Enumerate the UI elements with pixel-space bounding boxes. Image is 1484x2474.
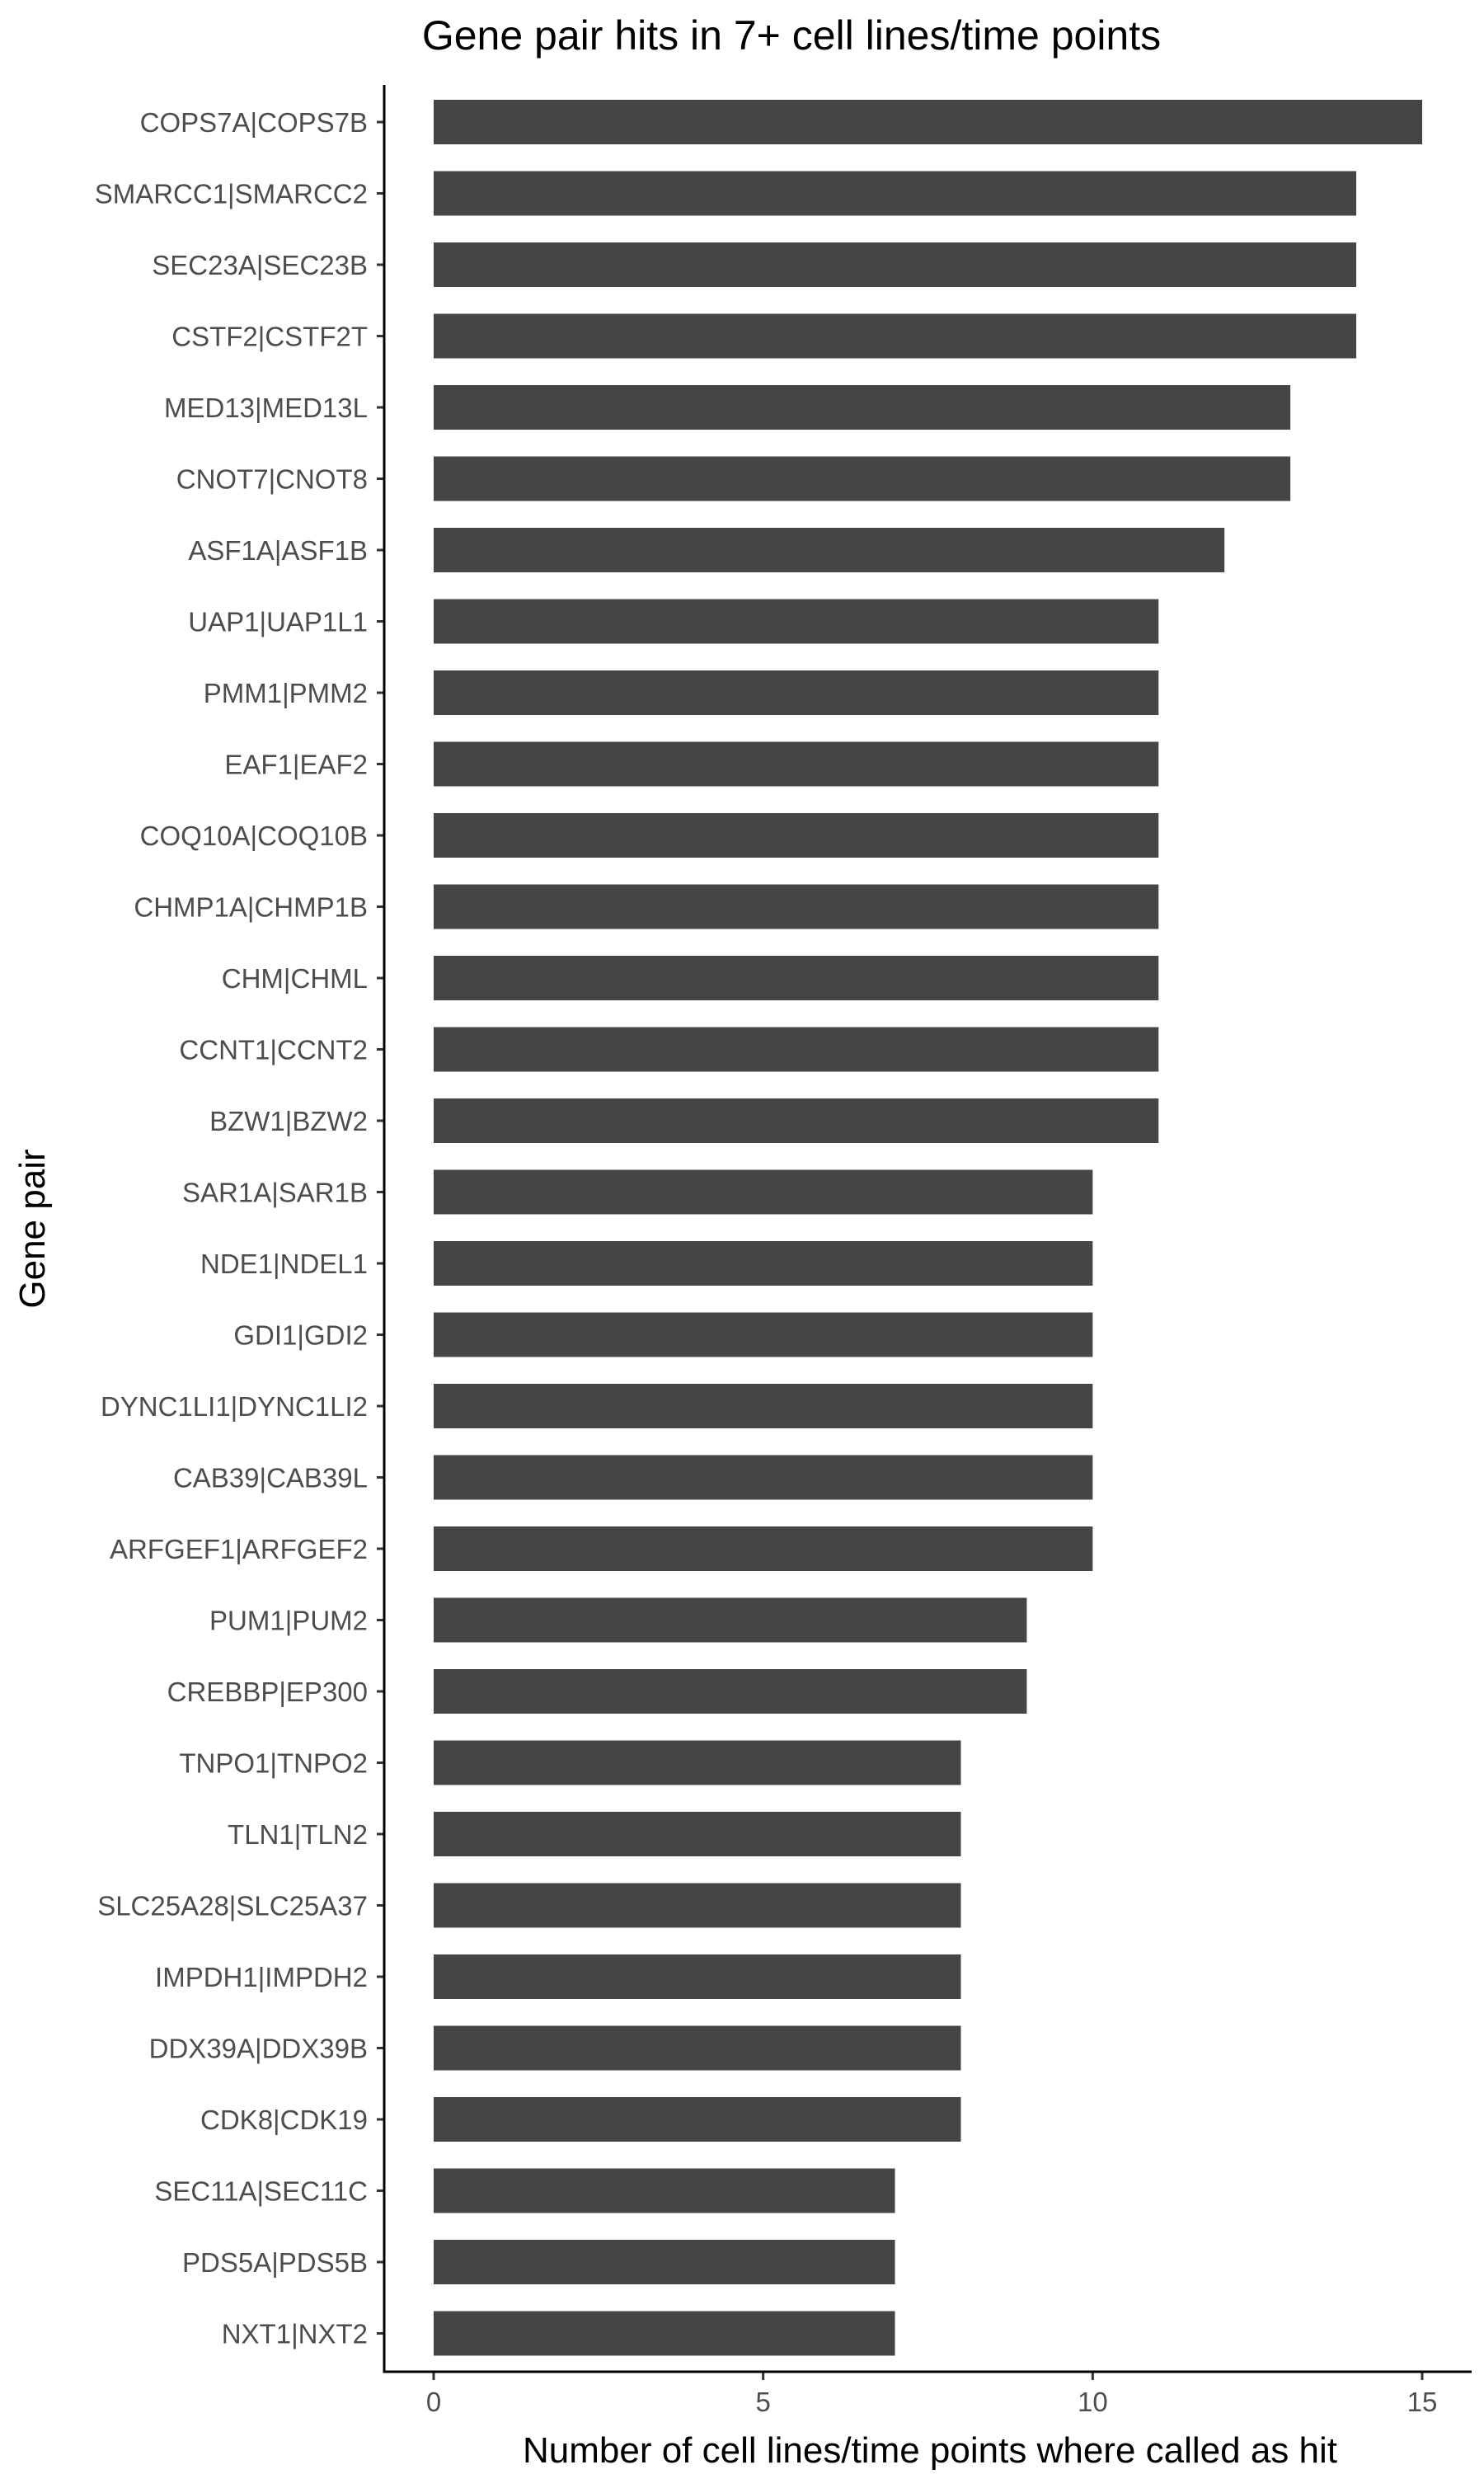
y-tick-label: PMM1|PMM2 bbox=[204, 678, 368, 708]
bar bbox=[434, 884, 1159, 929]
y-tick-label: SAR1A|SAR1B bbox=[182, 1178, 368, 1208]
bar bbox=[434, 2311, 895, 2356]
y-tick-label: TLN1|TLN2 bbox=[228, 1819, 368, 1850]
bar bbox=[434, 1312, 1093, 1357]
bar bbox=[434, 528, 1225, 572]
x-axis-title: Number of cell lines/time points where c… bbox=[523, 2430, 1337, 2471]
bar bbox=[434, 1027, 1159, 1072]
x-tick-label: 10 bbox=[1078, 2387, 1108, 2417]
y-tick-label: IMPDH1|IMPDH2 bbox=[155, 1962, 368, 1992]
bar bbox=[434, 1526, 1093, 1571]
x-tick-label: 5 bbox=[755, 2387, 770, 2417]
y-tick-label: CCNT1|CCNT2 bbox=[179, 1035, 368, 1065]
x-axis-ticks: 0 5 10 15 bbox=[426, 2372, 1438, 2417]
y-tick-label: BZW1|BZW2 bbox=[209, 1106, 368, 1136]
bar bbox=[434, 313, 1357, 359]
y-tick-label: CNOT7|CNOT8 bbox=[176, 464, 368, 495]
y-tick-label: SLC25A28|SLC25A37 bbox=[97, 1891, 368, 1921]
bar bbox=[434, 2168, 895, 2213]
bar bbox=[434, 2025, 961, 2071]
y-tick-label: EAF1|EAF2 bbox=[224, 750, 368, 780]
bar bbox=[434, 599, 1159, 644]
y-tick-label: NDE1|NDEL1 bbox=[200, 1249, 368, 1279]
y-tick-label: CHM|CHML bbox=[222, 963, 368, 994]
bar bbox=[434, 741, 1159, 787]
y-tick-label: ARFGEF1|ARFGEF2 bbox=[110, 1534, 368, 1564]
y-tick-label: PUM1|PUM2 bbox=[209, 1606, 368, 1636]
bar bbox=[434, 1597, 1027, 1643]
bar bbox=[434, 956, 1159, 1000]
y-tick-label: ASF1A|ASF1B bbox=[188, 535, 368, 566]
y-tick-label: DDX39A|DDX39B bbox=[149, 2034, 368, 2064]
y-tick-label: GDI1|GDI2 bbox=[233, 1320, 368, 1351]
y-tick-label: CSTF2|CSTF2T bbox=[171, 322, 368, 352]
y-tick-label: TNPO1|TNPO2 bbox=[179, 1748, 368, 1779]
y-axis-title: Gene pair bbox=[12, 1149, 53, 1308]
bar bbox=[434, 1883, 961, 1928]
y-axis-ticks: COPS7A|COPS7B SMARCC1|SMARCC2 SEC23A|SEC23… bbox=[95, 107, 384, 2349]
bar bbox=[434, 670, 1159, 715]
bar bbox=[434, 1098, 1159, 1143]
bar bbox=[434, 100, 1422, 144]
bar bbox=[434, 2240, 895, 2284]
y-tick-label: UAP1|UAP1L1 bbox=[188, 607, 368, 637]
y-tick-label: DYNC1LI1|DYNC1LI2 bbox=[101, 1391, 368, 1422]
bar bbox=[434, 1954, 961, 1999]
y-tick-label: NXT1|NXT2 bbox=[222, 2319, 368, 2349]
bar bbox=[434, 1812, 961, 1856]
bar bbox=[434, 1384, 1093, 1428]
y-tick-label: SMARCC1|SMARCC2 bbox=[95, 179, 368, 209]
bar bbox=[434, 1169, 1093, 1215]
y-tick-label: SEC11A|SEC11C bbox=[154, 2176, 368, 2207]
x-tick-label: 0 bbox=[426, 2387, 441, 2417]
y-tick-label: MED13|MED13L bbox=[164, 393, 368, 423]
y-tick-label: CDK8|CDK19 bbox=[200, 2105, 368, 2135]
y-tick-label: COQ10A|COQ10B bbox=[140, 821, 368, 851]
bar bbox=[434, 456, 1291, 501]
bar bbox=[434, 242, 1357, 287]
bar bbox=[434, 2097, 961, 2142]
y-tick-label: CREBBP|EP300 bbox=[167, 1677, 368, 1707]
y-tick-label: CHMP1A|CHMP1B bbox=[134, 892, 368, 923]
bar bbox=[434, 1455, 1093, 1500]
bars-layer bbox=[434, 100, 1422, 2356]
bar bbox=[434, 1669, 1027, 1714]
bar bbox=[434, 1241, 1093, 1286]
bar bbox=[434, 813, 1159, 858]
x-tick-label: 15 bbox=[1407, 2387, 1438, 2417]
bar bbox=[434, 1740, 961, 1785]
bar bbox=[434, 385, 1291, 430]
y-tick-label: COPS7A|COPS7B bbox=[140, 107, 368, 138]
bar bbox=[434, 171, 1357, 216]
y-tick-label: PDS5A|PDS5B bbox=[182, 2247, 368, 2278]
y-tick-label: CAB39|CAB39L bbox=[173, 1463, 368, 1493]
y-tick-label: SEC23A|SEC23B bbox=[152, 250, 368, 280]
chart-title: Gene pair hits in 7+ cell lines/time poi… bbox=[422, 12, 1161, 59]
